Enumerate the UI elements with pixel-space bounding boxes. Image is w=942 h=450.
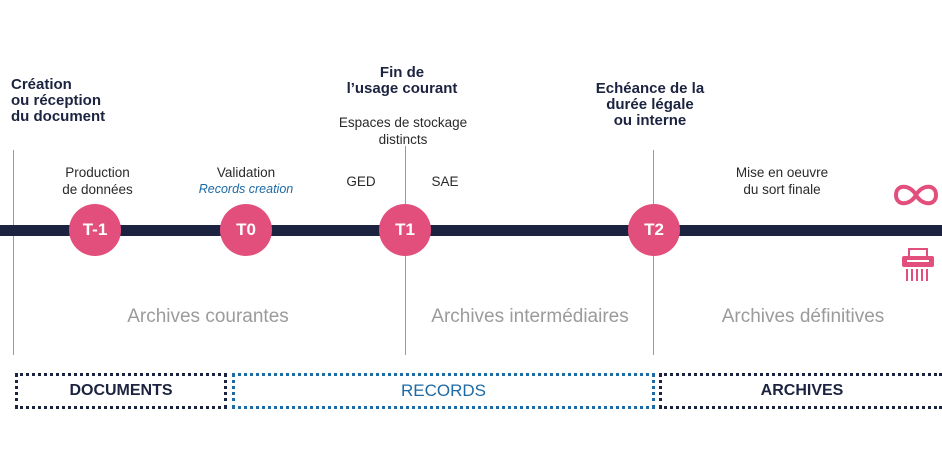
label-validation: Validation: [216, 165, 276, 180]
phase-archives-definitives: Archives définitives: [721, 306, 885, 327]
box-documents: DOCUMENTS: [15, 373, 227, 409]
node-t0: T0: [220, 204, 272, 256]
label-sae: SAE: [431, 174, 459, 189]
label-records-creation: Records creation: [198, 182, 294, 196]
shredder-icon: [902, 248, 934, 281]
timeline-bar: [0, 225, 942, 236]
label-espaces-stockage: Espaces de stockage distincts: [338, 115, 468, 147]
milestone-creation: Création ou réception du document: [11, 76, 106, 125]
node-t1: T1: [379, 204, 431, 256]
label-production: Production de données: [62, 165, 133, 197]
milestone-echeance: Echéance de la durée légale ou interne: [595, 80, 705, 129]
label-ged: GED: [346, 174, 376, 189]
infinity-icon: [893, 184, 939, 206]
milestone-fin-usage: Fin de l’usage courant: [346, 64, 458, 97]
divider-creation: [13, 150, 14, 355]
box-records: RECORDS: [232, 373, 655, 409]
label-mise-en-oeuvre: Mise en oeuvre du sort finale: [735, 165, 829, 197]
node-t2: T2: [628, 204, 680, 256]
node-t-minus-1: T-1: [69, 204, 121, 256]
phase-archives-intermediaires: Archives intermédiaires: [431, 306, 629, 327]
phase-archives-courantes: Archives courantes: [127, 306, 289, 327]
box-archives: ARCHIVES: [659, 373, 942, 409]
